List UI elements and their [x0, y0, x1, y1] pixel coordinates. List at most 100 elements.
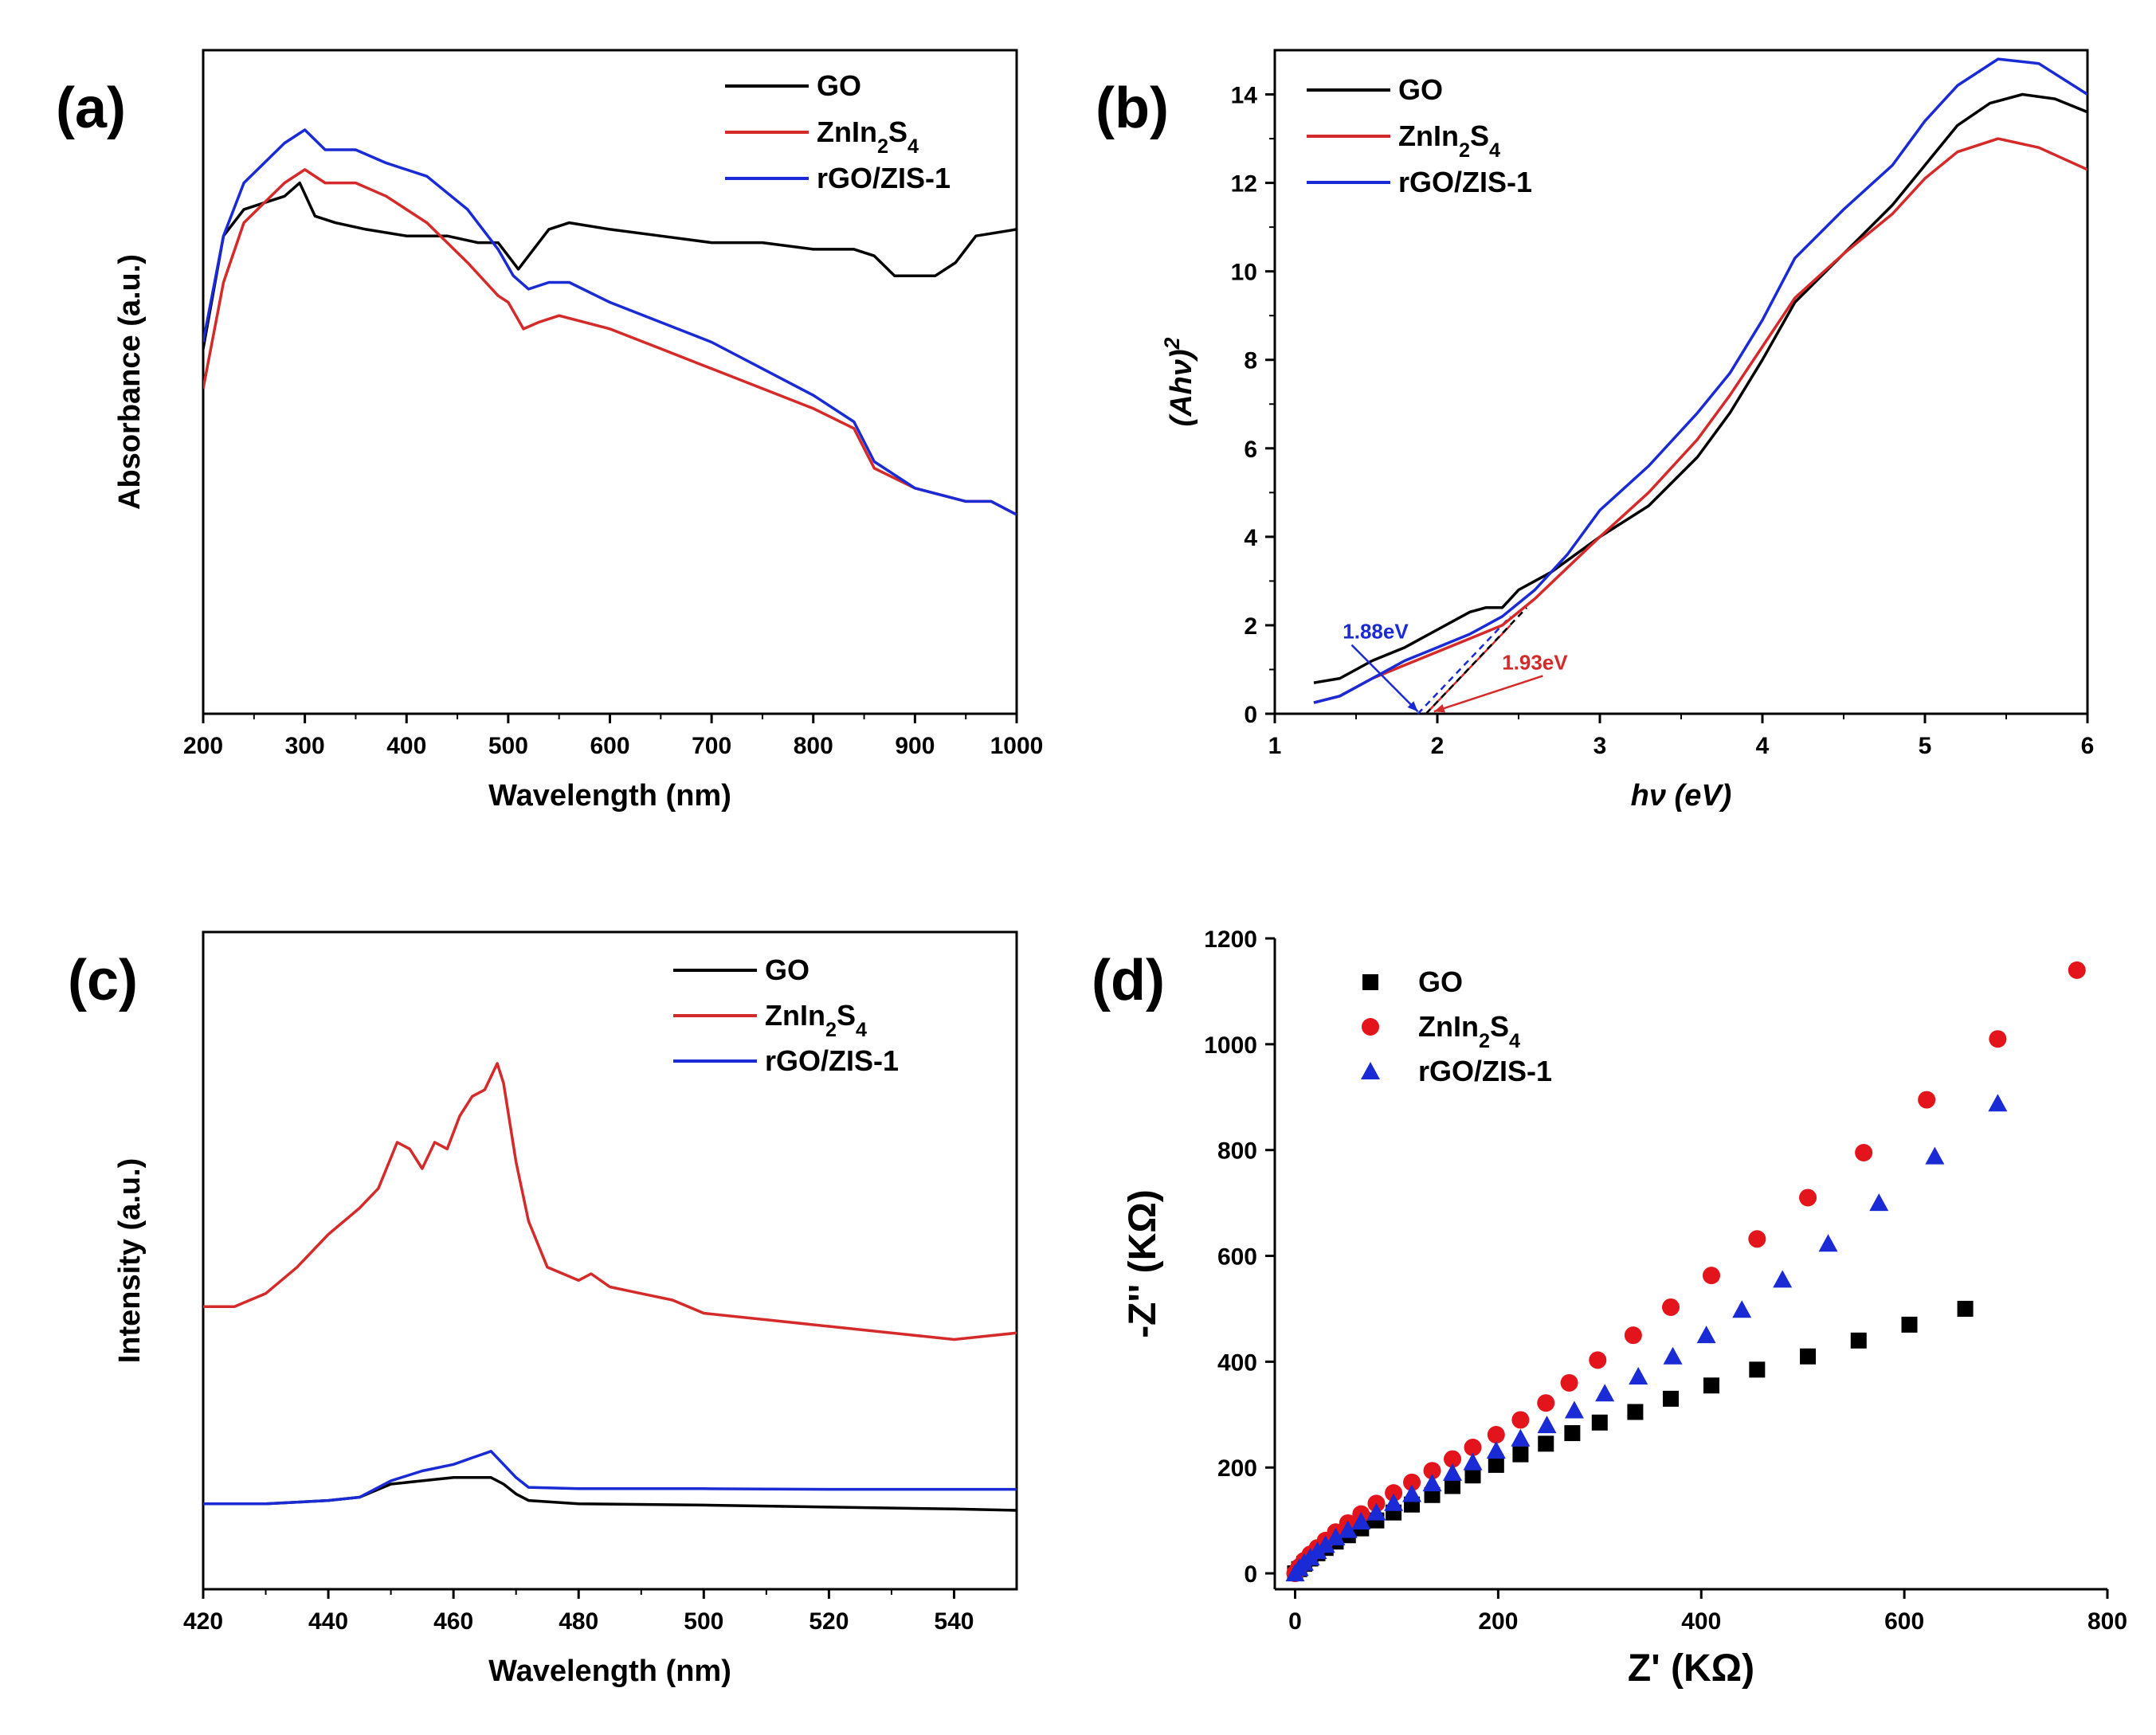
data-point-znin2s4 — [1403, 1473, 1421, 1491]
y-axis-title: (Ahν)2 — [1160, 337, 1198, 426]
data-point-znin2s4 — [1918, 1091, 1936, 1109]
data-point-rgo-zis-1 — [1351, 1511, 1371, 1529]
y-tick-label: 400 — [1217, 1349, 1257, 1376]
data-point-rgo-zis-1 — [1629, 1366, 1648, 1384]
data-point-rgo-zis-1 — [1595, 1384, 1615, 1402]
legend-label: GO — [1418, 965, 1463, 998]
y-tick-label: 1200 — [1204, 926, 1257, 953]
panel-label: (b) — [1096, 76, 1169, 140]
legend-label: GO — [765, 954, 809, 986]
plot-frame — [202, 930, 1018, 1591]
x-tick-label: 600 — [590, 733, 629, 759]
y-tick-label: 4 — [1244, 525, 1257, 551]
annotation-label: 1.93eV — [1502, 650, 1568, 674]
legend-label: rGO/ZIS-1 — [1398, 166, 1532, 198]
y-axis-title: -Z'' (KΩ) — [1122, 1189, 1164, 1338]
data-point-rgo-zis-1 — [1818, 1234, 1838, 1252]
legend-marker — [1361, 1062, 1380, 1079]
x-tick-label: 200 — [183, 733, 223, 759]
legend-marker — [1362, 1018, 1379, 1036]
chart-panel-c: (c) 420 440 460 480 500 520 540 Wavelength (nm) I… — [68, 930, 1018, 1688]
data-point-go — [1901, 1316, 1918, 1333]
x-tick-label: 2 — [1431, 733, 1445, 759]
series-line-rgo-zis-1 — [1313, 57, 2087, 704]
data-point-go — [1703, 1377, 1719, 1394]
annotation-label: 1.88eV — [1343, 620, 1409, 644]
chart-panel-d: (d) 0 200 400 600 800 0 200 400 600 800 1000 1200 Z' … — [1092, 926, 2127, 1690]
data-point-rgo-zis-1 — [1326, 1527, 1346, 1545]
x-tick-label: 420 — [183, 1608, 223, 1635]
data-point-znin2s4 — [1385, 1484, 1403, 1502]
x-tick-label: 520 — [809, 1608, 849, 1635]
data-point-rgo-zis-1 — [1732, 1300, 1752, 1318]
data-point-znin2s4 — [1423, 1462, 1441, 1480]
data-point-rgo-zis-1 — [1338, 1520, 1358, 1538]
x-tick-label: 900 — [895, 733, 935, 759]
y-tick-label: 0 — [1244, 1561, 1257, 1588]
data-point-znin2s4 — [1855, 1144, 1873, 1162]
annotation-arrow — [1433, 675, 1543, 713]
x-tick-label: 800 — [794, 733, 833, 759]
tangent-line — [1425, 606, 1528, 715]
data-point-rgo-zis-1 — [1988, 1094, 2008, 1112]
x-tick-label: 480 — [559, 1608, 598, 1635]
data-point-rgo-zis-1 — [1315, 1535, 1335, 1553]
data-point-rgo-zis-1 — [1773, 1270, 1793, 1288]
data-point-rgo-zis-1 — [1564, 1400, 1584, 1419]
y-axis-title: Intensity (a.u.) — [113, 1158, 147, 1364]
data-point-go — [1663, 1390, 1680, 1407]
data-point-rgo-zis-1 — [1402, 1484, 1422, 1502]
data-point-rgo-zis-1 — [1366, 1502, 1386, 1521]
legend-label: rGO/ZIS-1 — [1418, 1055, 1552, 1087]
panel-label: (c) — [68, 949, 138, 1012]
data-point-znin2s4 — [1487, 1426, 1505, 1444]
data-point-go — [1564, 1425, 1581, 1442]
data-point-rgo-zis-1 — [1511, 1428, 1531, 1447]
x-axis-title: hν (eV) — [1631, 779, 1732, 813]
data-point-go — [1957, 1300, 1974, 1317]
x-axis-title: Z' (KΩ) — [1628, 1647, 1754, 1690]
series-line-znin-s- — [203, 168, 1017, 516]
y-tick-label: 600 — [1217, 1244, 1257, 1271]
data-point-go — [1800, 1348, 1817, 1365]
legend-label: ZnIn2S4 — [765, 999, 867, 1041]
data-point-go — [1627, 1404, 1644, 1420]
legend-label: rGO/ZIS-1 — [765, 1044, 899, 1077]
y-tick-label: 0 — [1244, 702, 1257, 728]
x-tick-label: 600 — [1884, 1608, 1924, 1635]
data-point-rgo-zis-1 — [1696, 1326, 1716, 1344]
series-line-go — [203, 181, 1017, 350]
data-point-znin2s4 — [1662, 1298, 1680, 1316]
x-tick-label: 540 — [934, 1608, 974, 1635]
y-tick-label: 6 — [1244, 437, 1257, 463]
y-tick-label: 14 — [1231, 83, 1258, 109]
data-point-go — [1749, 1361, 1766, 1378]
data-point-go — [1538, 1435, 1554, 1452]
y-tick-label: 200 — [1217, 1455, 1257, 1482]
y-axis-title: Absorbance (a.u.) — [113, 254, 147, 510]
x-tick-label: 440 — [308, 1608, 348, 1635]
series-line-rgo-zis-1 — [203, 128, 1017, 516]
data-point-znin2s4 — [1748, 1230, 1766, 1248]
x-tick-label: 300 — [285, 733, 325, 759]
y-tick-label: 8 — [1244, 348, 1257, 374]
x-tick-label: 500 — [488, 733, 528, 759]
y-tick-label: 12 — [1231, 171, 1257, 198]
panel-label: (a) — [56, 76, 126, 140]
y-tick-label: 10 — [1231, 260, 1257, 286]
data-point-rgo-zis-1 — [1384, 1493, 1404, 1511]
tangent-line — [1417, 615, 1511, 715]
data-point-go — [1464, 1467, 1481, 1484]
x-tick-label: 500 — [684, 1608, 723, 1635]
annotation-arrow — [1350, 644, 1419, 713]
annotation-arrowhead — [1407, 701, 1418, 712]
data-point-znin2s4 — [1560, 1373, 1578, 1392]
series-line-go — [1313, 92, 2087, 684]
x-tick-label: 200 — [1478, 1608, 1518, 1635]
x-tick-label: 400 — [386, 733, 426, 759]
x-tick-label: 4 — [1756, 733, 1770, 759]
legend-label: GO — [1398, 73, 1443, 106]
series-line-znin-s- — [203, 1062, 1017, 1341]
